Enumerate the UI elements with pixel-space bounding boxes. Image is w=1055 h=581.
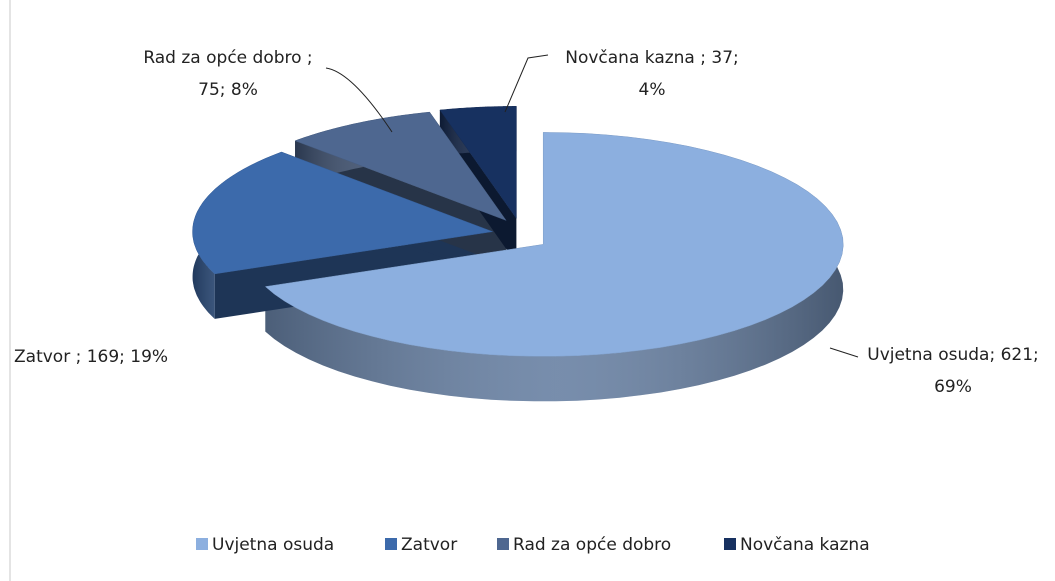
data-label: Rad za opće dobro ; — [143, 48, 312, 68]
legend-label: Zatvor — [401, 535, 457, 555]
pie-slice — [294, 111, 507, 221]
data-label: Uvjetna osuda; 621; — [867, 345, 1039, 365]
legend-swatch — [385, 538, 397, 550]
pie-slice — [439, 106, 517, 220]
data-label: Zatvor ; 169; 19% — [14, 347, 168, 367]
legend-label: Rad za opće dobro — [513, 535, 671, 555]
legend-label: Uvjetna osuda — [212, 535, 334, 555]
data-label: 69% — [934, 377, 972, 397]
data-label: 4% — [639, 80, 666, 100]
pie-tops — [192, 106, 844, 357]
leader-line — [504, 54, 549, 113]
leader-line — [829, 347, 859, 358]
legend-swatch — [724, 538, 736, 550]
pie-slice — [264, 132, 844, 357]
leader-line — [325, 67, 393, 133]
legend-swatch — [196, 538, 208, 550]
data-label: 75; 8% — [198, 80, 258, 100]
legend-swatch — [497, 538, 509, 550]
legend-label: Novčana kazna — [740, 535, 870, 555]
data-label: Novčana kazna ; 37; — [565, 48, 739, 68]
pie-slice — [192, 151, 494, 275]
